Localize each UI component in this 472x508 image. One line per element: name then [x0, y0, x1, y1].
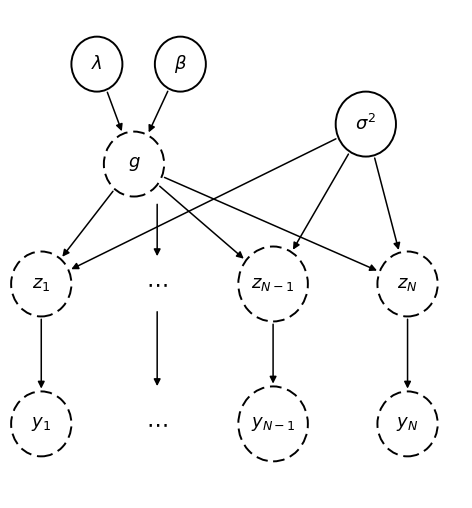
Text: $y_1$: $y_1$	[31, 415, 51, 433]
Text: $\lambda$: $\lambda$	[91, 55, 103, 73]
Circle shape	[11, 251, 71, 316]
Text: $z_{N-1}$: $z_{N-1}$	[252, 275, 295, 293]
Circle shape	[238, 246, 308, 322]
Circle shape	[155, 37, 206, 91]
Text: $\sigma^2$: $\sigma^2$	[355, 114, 376, 134]
Circle shape	[336, 91, 396, 156]
Text: $\beta$: $\beta$	[174, 53, 187, 75]
Text: $g$: $g$	[127, 155, 140, 173]
Text: $\cdots$: $\cdots$	[146, 274, 168, 294]
Circle shape	[104, 132, 164, 197]
Circle shape	[238, 387, 308, 461]
Text: $y_{N-1}$: $y_{N-1}$	[251, 415, 295, 433]
Text: $y_N$: $y_N$	[396, 415, 419, 433]
Text: $z_N$: $z_N$	[397, 275, 418, 293]
Text: $\cdots$: $\cdots$	[146, 414, 168, 434]
Circle shape	[11, 391, 71, 456]
Circle shape	[71, 37, 122, 91]
Circle shape	[378, 391, 438, 456]
Circle shape	[378, 251, 438, 316]
Text: $z_1$: $z_1$	[32, 275, 51, 293]
